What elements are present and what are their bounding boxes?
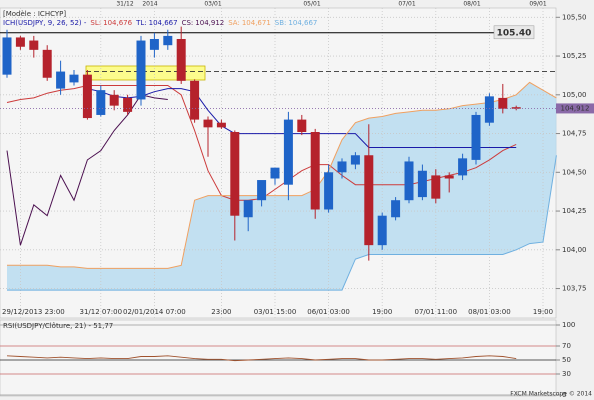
level-box [493,25,535,40]
candle-body [511,107,521,109]
x-tick-label: 31/12 07:00 [80,308,123,316]
y-tick-label: 105,25 [562,52,587,60]
legend-indicator: ICH(USDJPY, 9, 26, 52) - [3,19,87,27]
y-tick-label: 103,75 [562,285,587,293]
candle-body [444,175,454,179]
legend-name: CS: [182,19,194,27]
y-tick-label: 105,50 [562,13,587,21]
candle-body [324,172,334,210]
x-tick-label: 03/01 15:00 [254,308,297,316]
top-date-label: 07/01 [398,1,415,8]
candle-body [364,155,374,246]
candle-body [471,114,481,160]
last-price-label: 104,912 [561,104,590,112]
x-tick-label: 29/12/2013 23:00 [2,308,65,316]
x-tick-label: 06/01 03:00 [307,308,350,316]
level-label: 105.40 [497,28,532,38]
x-tick-label: 19:00 [533,308,553,316]
y-tick-label: 104,25 [562,207,587,215]
candle-body [417,170,427,198]
y-tick-label: 50 [562,356,571,364]
candle-body [216,122,226,128]
last-price-box [556,103,594,114]
x-tick-label: 07/01 11:00 [415,308,458,316]
top-date-label: 31/12 [116,1,133,8]
candle-body [377,215,387,246]
candle-body [257,180,267,201]
chart-title: [Modèle : ICHCYP] [3,10,66,18]
cloud [7,82,557,291]
legend-name: TL: [135,19,147,27]
candle-body [69,74,79,83]
y-tick-label: 70 [562,342,571,350]
legend-value: 104,912 [195,19,224,27]
candle-body [270,167,280,179]
candle-body [163,35,173,46]
candle-body [149,39,159,50]
x-tick-label: 19:00 [372,308,392,316]
footer: FXCM Marketscope © 2014 [510,391,592,398]
candle-body [404,161,414,201]
candle-body [109,94,119,106]
x-tick-label: 08/01 03:00 [468,308,511,316]
candle-body [56,71,66,89]
y-tick-label: 30 [562,370,571,378]
candle-body [391,200,401,218]
y-tick-label: 100 [562,321,575,329]
y-tick-label: 0 [562,391,566,399]
candle-body [243,200,253,218]
candle-body [230,132,240,216]
candle-body [29,40,39,50]
top-date-label: 03/01 [204,1,221,8]
legend-value: 104,667 [288,19,317,27]
legend-name: SB: [275,19,287,27]
legend-name: SA: [228,19,240,27]
candle-body [176,39,186,81]
candle-body [42,49,52,78]
top-date-label: 08/01 [463,1,480,8]
candle-body [431,175,441,199]
candle-body [350,155,360,165]
y-tick-label: 105,00 [562,91,587,99]
candle-body [123,97,133,112]
candle-body [337,161,347,173]
y-tick-label: 104,75 [562,130,587,138]
legend-value: 104,676 [103,19,132,27]
candle-body [15,37,25,47]
y-tick-label: 104,50 [562,168,587,176]
top-date-label: 2014 [142,1,157,8]
indicator-line [7,81,557,269]
candle-body [498,97,508,109]
candle-body [297,119,307,132]
rsi-line [6,355,517,362]
candle-body [203,119,213,128]
legend-value: 104,671 [242,19,271,27]
x-tick-label: 02/01/2014 07:00 [123,308,186,316]
candle-body [82,74,92,119]
legend-value: 104,667 [149,19,178,27]
candle-body [136,40,146,100]
y-tick-label: 104,00 [562,246,587,254]
rsi-title: RSI(USDJPY/Clôture, 21) - 51,77 [3,322,113,330]
legend: ICH(USDJPY, 9, 26, 52) - SL: 104,676 TL: 104… [3,19,317,27]
candle-body [2,37,12,75]
indicator-line [7,155,557,291]
top-date-label: 09/01 [529,1,546,8]
candle-body [458,158,468,176]
legend-name: SL: [90,19,101,27]
candle-body [310,132,320,210]
candle-body [484,96,494,123]
x-tick-label: 23:00 [211,308,231,316]
candle-body [283,119,293,185]
top-date-label: 05/01 [303,1,320,8]
candle-body [96,90,106,115]
candle-body [190,80,200,120]
